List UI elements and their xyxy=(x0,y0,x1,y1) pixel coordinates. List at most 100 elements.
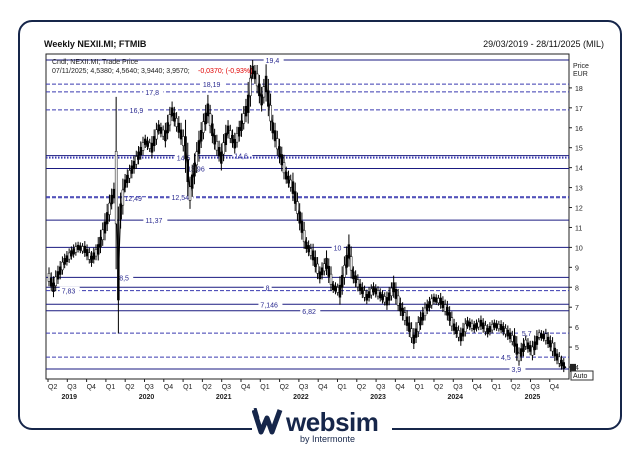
candle-body xyxy=(88,252,91,260)
candle-body xyxy=(269,105,272,122)
level-label: 17,8 xyxy=(145,90,159,97)
candle-body xyxy=(237,127,241,137)
level-label-bg xyxy=(59,286,80,295)
axis-label-price: Price xyxy=(573,63,589,70)
x-quarter-label: Q4 xyxy=(87,384,96,391)
candle-body xyxy=(206,103,210,117)
candle-body xyxy=(484,325,487,332)
candle-body xyxy=(79,245,82,251)
candle-body xyxy=(81,246,84,252)
candle-body xyxy=(260,94,263,106)
candle-body xyxy=(76,244,80,250)
candle-body xyxy=(437,298,440,304)
candle-body xyxy=(320,267,324,276)
candle-body xyxy=(177,122,181,133)
candle-body xyxy=(477,321,480,328)
candle-body xyxy=(443,304,447,312)
websim-mark-icon xyxy=(252,408,283,435)
candle-body xyxy=(526,342,530,350)
candle-body xyxy=(533,341,536,351)
candle-body xyxy=(410,328,413,338)
candle-body xyxy=(385,297,389,306)
legend-series-name: Cndl; NEXII.MI; Trade Price xyxy=(52,59,138,66)
candle-body xyxy=(513,335,516,347)
candle-body xyxy=(249,77,252,96)
candle-body xyxy=(141,142,145,151)
y-tick-label: 16 xyxy=(575,126,583,133)
candle-body xyxy=(414,328,418,338)
candle-body xyxy=(164,130,167,142)
candle-body xyxy=(428,301,431,308)
candle-body xyxy=(506,329,510,337)
x-year-label: 2023 xyxy=(370,394,386,401)
candle-body xyxy=(472,324,476,330)
candle-body xyxy=(343,265,346,278)
candle-body xyxy=(522,343,525,352)
candle-body xyxy=(365,293,369,301)
level-label: 5,7 xyxy=(522,331,532,338)
level-label-bg xyxy=(169,192,194,201)
candle-body xyxy=(101,229,104,240)
x-year-label: 2022 xyxy=(293,394,309,401)
candle-body xyxy=(184,136,187,160)
candle-body xyxy=(186,159,190,183)
y-tick-label: 13 xyxy=(575,186,583,193)
candle-body xyxy=(490,324,494,331)
candle-body xyxy=(242,113,245,124)
x-year-label: 2021 xyxy=(216,394,232,401)
candle-body xyxy=(383,296,386,303)
candle-body xyxy=(515,343,519,355)
candle-body xyxy=(387,292,391,301)
candle-body xyxy=(110,194,113,205)
candle-body xyxy=(287,175,290,184)
candle-body xyxy=(132,160,136,170)
candle-body xyxy=(112,188,116,199)
candle-body xyxy=(560,359,563,367)
y-tick-label: 6 xyxy=(575,325,579,332)
auto-scale-label: Auto xyxy=(573,373,588,380)
candle-body xyxy=(222,142,225,155)
candle-body xyxy=(432,296,436,302)
candle-body xyxy=(408,322,411,332)
candle-body xyxy=(439,297,442,305)
level-label-bg xyxy=(143,87,164,96)
candle-body xyxy=(96,244,100,255)
candle-body xyxy=(233,139,237,149)
candle-body xyxy=(155,129,158,140)
candle-body xyxy=(497,323,501,330)
candle-body xyxy=(423,307,427,316)
candle-body xyxy=(311,250,315,261)
level-label: 14,5 xyxy=(177,156,191,163)
candle-body xyxy=(425,303,429,311)
candle-body xyxy=(479,319,483,327)
candle-body xyxy=(244,105,248,117)
candle-body xyxy=(90,255,93,263)
candle-body xyxy=(307,245,310,253)
x-quarter-label: Q3 xyxy=(67,384,76,391)
candle-body xyxy=(562,362,566,369)
candle-body xyxy=(70,250,73,257)
candle-body xyxy=(204,112,207,125)
x-quarter-label: Q2 xyxy=(434,384,443,391)
candle-body xyxy=(519,348,523,357)
level-label: 13,96 xyxy=(187,166,205,173)
candle-body xyxy=(253,70,257,80)
candle-body xyxy=(271,122,275,134)
candle-body xyxy=(488,326,492,333)
level-label: 16,9 xyxy=(130,108,144,115)
level-label: 3,9 xyxy=(511,367,521,374)
candle-body xyxy=(289,179,292,188)
candle-body xyxy=(264,75,268,93)
candle-body xyxy=(226,125,230,134)
candle-body xyxy=(47,273,51,282)
level-label: 18,19 xyxy=(203,82,221,89)
x-quarter-label: Q2 xyxy=(511,384,520,391)
y-tick-label: 11 xyxy=(575,225,582,232)
candle-body xyxy=(278,146,281,158)
candle-body xyxy=(224,133,228,146)
candle-body xyxy=(314,257,317,267)
candle-body xyxy=(327,265,331,277)
candle-body xyxy=(430,298,433,306)
candle-body xyxy=(340,275,344,288)
